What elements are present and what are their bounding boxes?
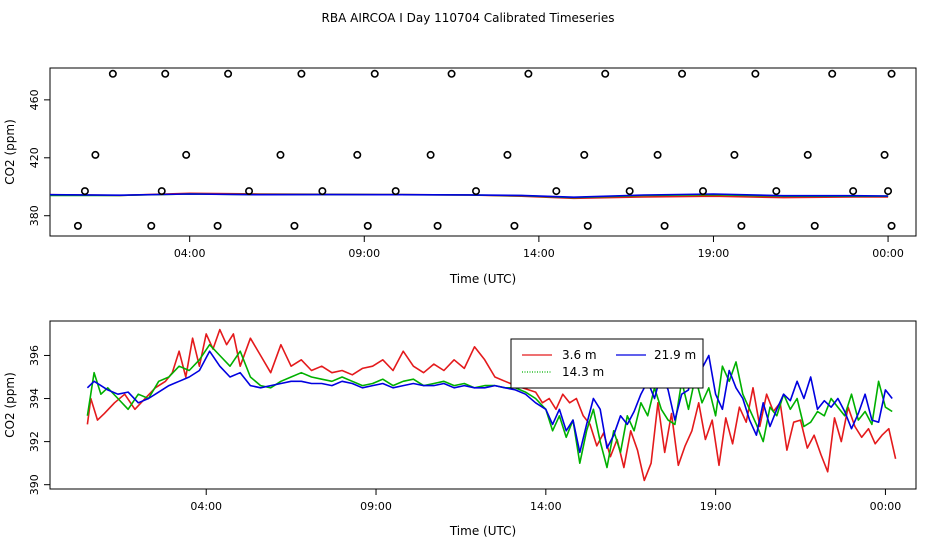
y-tick-label: 394 bbox=[28, 388, 41, 409]
series-line-21.9m bbox=[49, 193, 889, 198]
scatter-point bbox=[552, 187, 561, 196]
chart-bottom: 390 392 394 396 04:00 09:00 14:00 19:00 00:00 T… bbox=[3, 320, 917, 538]
chart-top-frame bbox=[49, 67, 917, 237]
y-tick-label: 390 bbox=[28, 474, 41, 495]
scatter-point bbox=[503, 150, 512, 159]
x-tick-label: 19:00 bbox=[698, 247, 730, 260]
scatter-point bbox=[730, 150, 739, 159]
scatter-point bbox=[80, 187, 89, 196]
scatter-point bbox=[849, 187, 858, 196]
scatter-point bbox=[161, 69, 170, 78]
legend-label-21.9m: 21.9 m bbox=[654, 348, 696, 362]
y-tick-label: 460 bbox=[28, 89, 41, 110]
series-line-21.9m bbox=[86, 350, 893, 454]
scatter-point bbox=[751, 69, 760, 78]
y-tick-label: 392 bbox=[28, 431, 41, 452]
x-tick-label: 19:00 bbox=[700, 500, 732, 513]
chart-top-xlabel: Time (UTC) bbox=[449, 272, 516, 286]
chart-top: 380 420 460 04:00 09:00 14:00 19:00 00:00 Time… bbox=[3, 67, 917, 286]
scatter-point bbox=[213, 221, 222, 230]
scatter-point bbox=[601, 69, 610, 78]
scatter-point bbox=[524, 69, 533, 78]
chart-bottom-frame bbox=[49, 320, 917, 490]
scatter-point bbox=[224, 69, 233, 78]
scatter-point bbox=[737, 221, 746, 230]
scatter-point bbox=[828, 69, 837, 78]
legend-box bbox=[510, 338, 704, 389]
chart-top-ylabel: CO2 (ppm) bbox=[3, 119, 17, 185]
scatter-point bbox=[318, 187, 327, 196]
x-tick-label: 14:00 bbox=[530, 500, 562, 513]
legend-label-14.3m: 14.3 m bbox=[562, 365, 604, 379]
chart-bottom-x-axis: 04:00 09:00 14:00 19:00 00:00 bbox=[190, 489, 901, 513]
scatter-point bbox=[276, 150, 285, 159]
scatter-point bbox=[182, 150, 191, 159]
chart-top-scatter bbox=[73, 69, 896, 230]
y-tick-label: 396 bbox=[28, 345, 41, 366]
scatter-point bbox=[147, 221, 156, 230]
scatter-point bbox=[370, 69, 379, 78]
chart-bottom-xlabel: Time (UTC) bbox=[449, 524, 516, 538]
chart-bottom-y-axis: 390 392 394 396 bbox=[28, 345, 50, 495]
scatter-point bbox=[698, 187, 707, 196]
scatter-point bbox=[391, 187, 400, 196]
legend: 3.6 m 21.9 m 14.3 m bbox=[510, 338, 704, 389]
x-tick-label: 14:00 bbox=[523, 247, 555, 260]
scatter-point bbox=[653, 150, 662, 159]
scatter-point bbox=[625, 187, 634, 196]
x-tick-label: 00:00 bbox=[872, 247, 904, 260]
scatter-point bbox=[363, 221, 372, 230]
scatter-point bbox=[884, 187, 893, 196]
page-title: RBA AIRCOA I Day 110704 Calibrated Times… bbox=[322, 11, 615, 25]
scatter-point bbox=[887, 221, 896, 230]
scatter-point bbox=[772, 187, 781, 196]
scatter-point bbox=[433, 221, 442, 230]
scatter-point bbox=[880, 150, 889, 159]
y-tick-label: 380 bbox=[28, 205, 41, 226]
chart-bottom-ylabel: CO2 (ppm) bbox=[3, 372, 17, 438]
x-tick-label: 09:00 bbox=[348, 247, 380, 260]
x-tick-label: 09:00 bbox=[360, 500, 392, 513]
chart-top-series bbox=[49, 192, 889, 200]
x-tick-label: 04:00 bbox=[190, 500, 222, 513]
scatter-point bbox=[108, 69, 117, 78]
scatter-point bbox=[353, 150, 362, 159]
scatter-point bbox=[245, 187, 254, 196]
scatter-point bbox=[583, 221, 592, 230]
scatter-point bbox=[510, 221, 519, 230]
y-tick-label: 420 bbox=[28, 147, 41, 168]
scatter-point bbox=[447, 69, 456, 78]
chart-top-x-axis: 04:00 09:00 14:00 19:00 00:00 bbox=[174, 236, 904, 260]
scatter-point bbox=[91, 150, 100, 159]
chart-bottom-series bbox=[86, 328, 897, 482]
scatter-point bbox=[803, 150, 812, 159]
x-tick-label: 00:00 bbox=[870, 500, 902, 513]
scatter-point bbox=[678, 69, 687, 78]
scatter-point bbox=[580, 150, 589, 159]
scatter-point bbox=[290, 221, 299, 230]
scatter-point bbox=[810, 221, 819, 230]
scatter-point bbox=[472, 187, 481, 196]
scatter-point bbox=[297, 69, 306, 78]
scatter-point bbox=[426, 150, 435, 159]
scatter-point bbox=[73, 221, 82, 230]
scatter-point bbox=[157, 187, 166, 196]
x-tick-label: 04:00 bbox=[174, 247, 206, 260]
scatter-point bbox=[887, 69, 896, 78]
scatter-point bbox=[660, 221, 669, 230]
chart-top-y-axis: 380 420 460 bbox=[28, 89, 50, 226]
legend-label-3.6m: 3.6 m bbox=[562, 348, 597, 362]
